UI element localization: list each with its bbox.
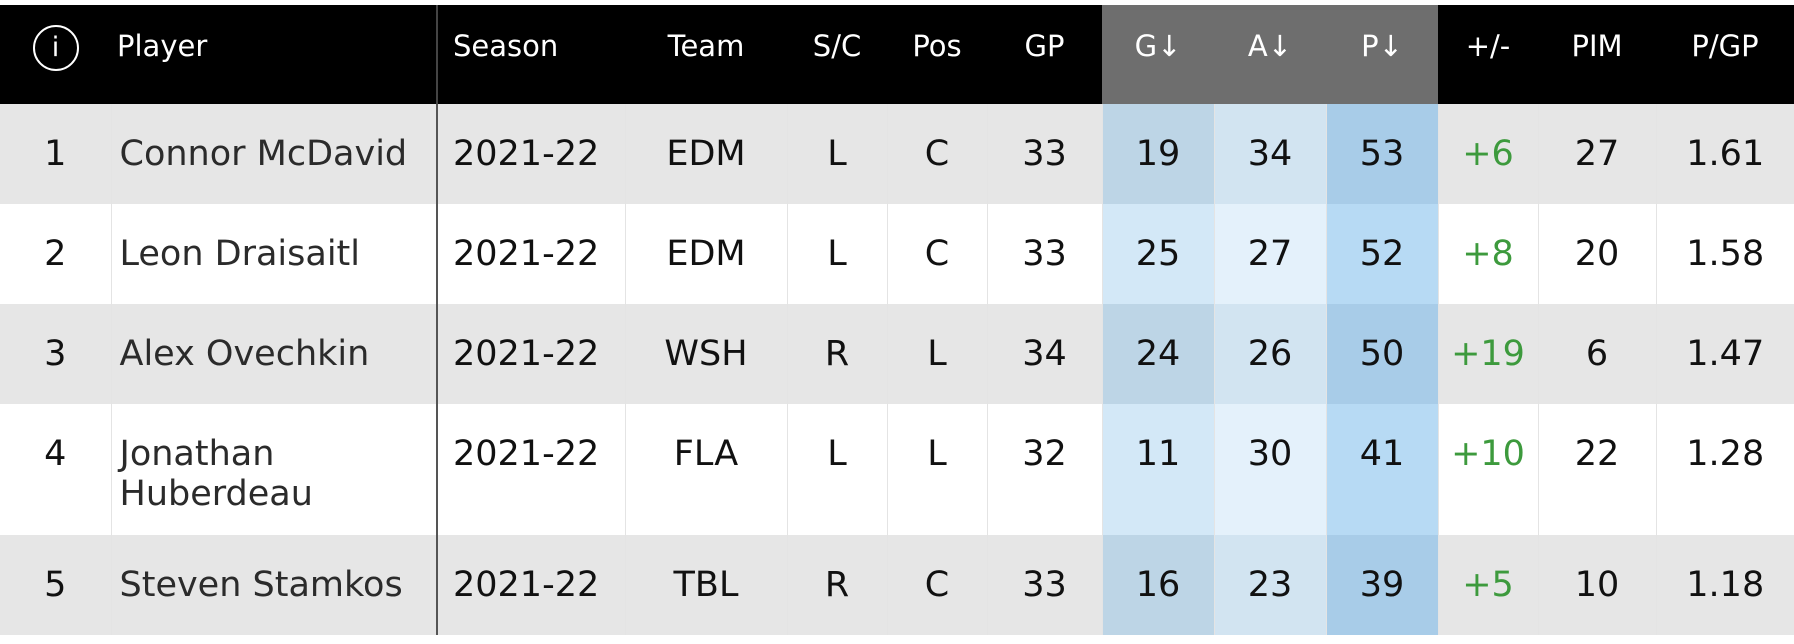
- header-points[interactable]: P↓: [1326, 5, 1438, 104]
- team-cell: WSH: [624, 304, 787, 404]
- shoots-catches-cell: R: [786, 535, 887, 635]
- points-cell: 52: [1325, 204, 1438, 304]
- header-position[interactable]: Pos: [912, 29, 962, 63]
- points-cell: 53: [1325, 104, 1438, 204]
- plus-minus-cell: +10: [1437, 404, 1538, 535]
- header-penalty-minutes[interactable]: PIM: [1571, 29, 1623, 63]
- points-cell: 41: [1325, 404, 1438, 535]
- player-link[interactable]: Jonathan Huberdeau: [119, 434, 313, 514]
- team-cell: EDM: [624, 204, 787, 304]
- shoots-catches-cell: R: [786, 304, 887, 404]
- shoots-catches-cell: L: [786, 104, 887, 204]
- goals-cell: 25: [1101, 204, 1214, 304]
- player-name-cell: Steven Stamkos: [110, 535, 437, 635]
- table-row: 5 Steven Stamkos 2021-22 TBL R C 33 16 2…: [0, 535, 1794, 635]
- points-per-game-cell: 1.18: [1655, 535, 1794, 635]
- player-stats-table: i Player Season Team S/C Pos GP G↓ A↓ P↓…: [0, 5, 1794, 635]
- goals-cell: 24: [1101, 304, 1214, 404]
- season-cell: 2021-22: [436, 404, 625, 535]
- rank-cell: 2: [0, 204, 111, 304]
- table-row: 4 Jonathan Huberdeau 2021-22 FLA L L 32 …: [0, 404, 1794, 535]
- plus-minus-cell: +19: [1437, 304, 1538, 404]
- player-link[interactable]: Connor McDavid: [119, 134, 408, 174]
- points-per-game-cell: 1.61: [1655, 104, 1794, 204]
- header-info: i: [0, 5, 111, 104]
- header-goals[interactable]: G↓: [1102, 5, 1214, 104]
- header-player[interactable]: Player: [117, 29, 208, 63]
- games-played-cell: 32: [986, 404, 1102, 535]
- points-per-game-cell: 1.47: [1655, 304, 1794, 404]
- games-played-cell: 33: [986, 535, 1102, 635]
- goals-cell: 16: [1101, 535, 1214, 635]
- table-row: 3 Alex Ovechkin 2021-22 WSH R L 34 24 26…: [0, 304, 1794, 404]
- season-cell: 2021-22: [436, 304, 625, 404]
- header-shoots-catches[interactable]: S/C: [812, 29, 862, 63]
- penalty-minutes-cell: 6: [1537, 304, 1656, 404]
- table-row: 1 Connor McDavid 2021-22 EDM L C 33 19 3…: [0, 104, 1794, 204]
- header-games-played[interactable]: GP: [1024, 29, 1065, 63]
- player-link[interactable]: Leon Draisaitl: [119, 234, 361, 274]
- season-cell: 2021-22: [436, 535, 625, 635]
- points-per-game-cell: 1.28: [1655, 404, 1794, 535]
- header-points-per-game[interactable]: P/GP: [1691, 29, 1759, 63]
- info-icon[interactable]: i: [32, 25, 79, 71]
- player-name-cell: Connor McDavid: [110, 104, 437, 204]
- player-link[interactable]: Steven Stamkos: [119, 565, 403, 605]
- points-cell: 50: [1325, 304, 1438, 404]
- header-season[interactable]: Season: [436, 5, 625, 104]
- player-name-cell: Alex Ovechkin: [110, 304, 437, 404]
- assists-cell: 34: [1213, 104, 1326, 204]
- team-cell: FLA: [624, 404, 787, 535]
- position-cell: L: [886, 304, 987, 404]
- assists-cell: 23: [1213, 535, 1326, 635]
- table-row: 2 Leon Draisaitl 2021-22 EDM L C 33 25 2…: [0, 204, 1794, 304]
- player-name-cell: Jonathan Huberdeau: [110, 404, 437, 535]
- player-link[interactable]: Alex Ovechkin: [119, 334, 370, 374]
- shoots-catches-cell: L: [786, 204, 887, 304]
- shoots-catches-cell: L: [786, 404, 887, 535]
- penalty-minutes-cell: 27: [1537, 104, 1656, 204]
- goals-cell: 11: [1101, 404, 1214, 535]
- assists-cell: 30: [1213, 404, 1326, 535]
- position-cell: C: [886, 535, 987, 635]
- position-cell: L: [886, 404, 987, 535]
- penalty-minutes-cell: 22: [1537, 404, 1656, 535]
- games-played-cell: 34: [986, 304, 1102, 404]
- team-cell: EDM: [624, 104, 787, 204]
- season-cell: 2021-22: [436, 104, 625, 204]
- games-played-cell: 33: [986, 104, 1102, 204]
- games-played-cell: 33: [986, 204, 1102, 304]
- penalty-minutes-cell: 20: [1537, 204, 1656, 304]
- penalty-minutes-cell: 10: [1537, 535, 1656, 635]
- assists-cell: 26: [1213, 304, 1326, 404]
- rank-cell: 1: [0, 104, 111, 204]
- table-header-row: i Player Season Team S/C Pos GP G↓ A↓ P↓…: [0, 5, 1794, 104]
- rank-cell: 5: [0, 535, 111, 635]
- goals-cell: 19: [1101, 104, 1214, 204]
- plus-minus-cell: +8: [1437, 204, 1538, 304]
- header-assists[interactable]: A↓: [1214, 5, 1326, 104]
- points-per-game-cell: 1.58: [1655, 204, 1794, 304]
- position-cell: C: [886, 104, 987, 204]
- rank-cell: 4: [0, 404, 111, 535]
- plus-minus-cell: +5: [1437, 535, 1538, 635]
- assists-cell: 27: [1213, 204, 1326, 304]
- position-cell: C: [886, 204, 987, 304]
- team-cell: TBL: [624, 535, 787, 635]
- points-cell: 39: [1325, 535, 1438, 635]
- plus-minus-cell: +6: [1437, 104, 1538, 204]
- header-team[interactable]: Team: [667, 29, 745, 63]
- season-cell: 2021-22: [436, 204, 625, 304]
- player-name-cell: Leon Draisaitl: [110, 204, 437, 304]
- header-plus-minus[interactable]: +/-: [1465, 29, 1511, 63]
- rank-cell: 3: [0, 304, 111, 404]
